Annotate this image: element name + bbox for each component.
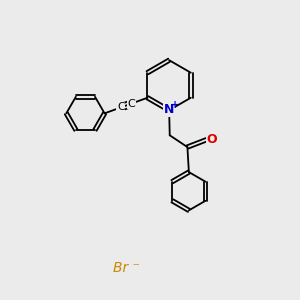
Text: +: + (171, 100, 179, 110)
Text: Br ⁻: Br ⁻ (113, 261, 140, 275)
Text: C: C (127, 99, 135, 109)
Text: C: C (117, 102, 125, 112)
Text: N: N (164, 103, 174, 116)
Text: O: O (206, 133, 217, 146)
